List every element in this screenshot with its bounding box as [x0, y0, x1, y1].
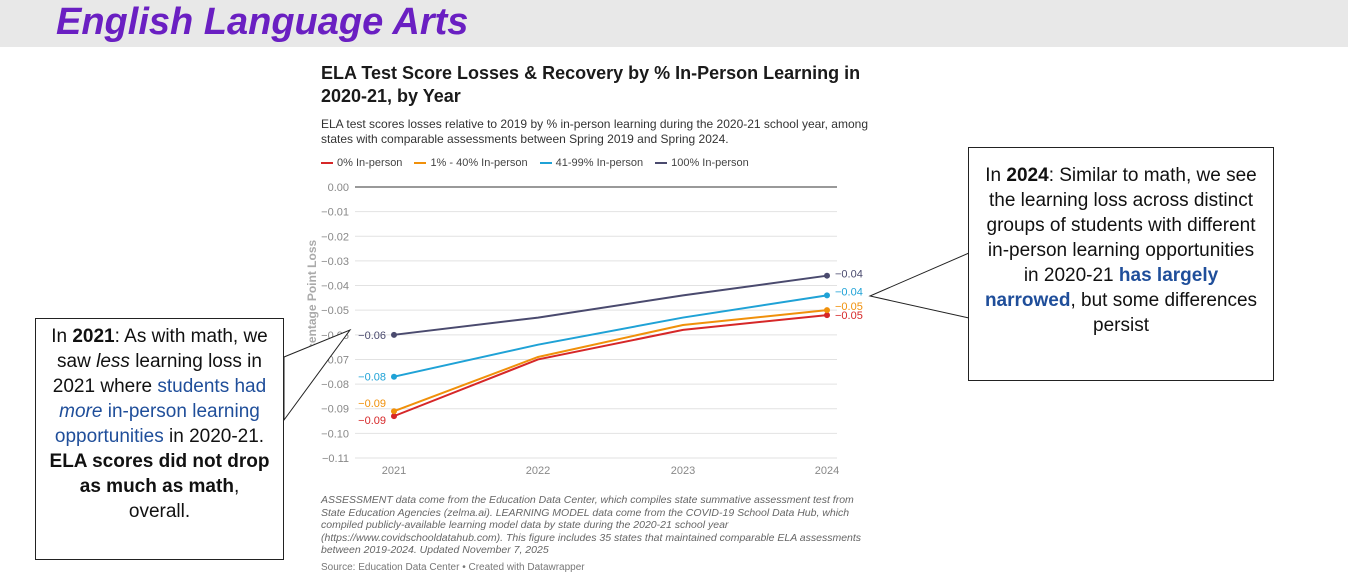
line-chart: Percentage Point Loss 0.00 −0.01 −0.02 −0.03…: [305, 182, 863, 477]
y-tick-label: −0.11: [322, 453, 349, 465]
data-point: [824, 292, 830, 299]
data-label-start: −0.08: [358, 372, 386, 384]
chart-notes: ASSESSMENT data come from the Education …: [321, 494, 862, 557]
y-tick-label: −0.05: [321, 305, 349, 317]
chart-title: ELA Test Score Losses & Recovery by % In…: [321, 63, 861, 106]
data-point: [391, 373, 397, 380]
legend-label: 100% In-person: [671, 157, 749, 169]
data-point: [824, 312, 830, 319]
chart-subtitle: ELA test scores losses relative to 2019 …: [321, 117, 868, 146]
data-point: [824, 272, 830, 279]
y-tick-label: −0.10: [321, 428, 349, 440]
data-label-end: −0.04: [835, 286, 863, 298]
y-tick-label: −0.04: [321, 281, 349, 293]
data-point: [391, 331, 397, 338]
legend-label: 41-99% In-person: [555, 157, 644, 169]
data-label-end: −0.05: [835, 301, 863, 313]
chart-legend: 0% In-person 1% - 40% In-person 41-99% I…: [321, 157, 749, 169]
y-tick-label: −0.09: [321, 404, 349, 416]
data-point: [824, 307, 830, 314]
x-tick-label: 2024: [815, 465, 839, 477]
legend-swatch: [539, 162, 552, 164]
legend-item: 41-99% In-person: [539, 157, 644, 169]
x-tick-label: 2021: [382, 465, 406, 477]
chart-source: Source: Education Data Center • Created …: [321, 562, 585, 573]
legend-item: 100% In-person: [655, 157, 749, 169]
callout-right-pointer: [868, 252, 970, 319]
data-point: [391, 413, 397, 420]
legend-swatch: [414, 162, 427, 164]
legend-swatch: [655, 162, 668, 164]
x-tick-label: 2023: [671, 465, 695, 477]
callout-2024: In 2024: Similar to math, we see the lea…: [968, 147, 1274, 381]
data-label-end: −0.04: [835, 269, 863, 281]
series-line: [393, 294, 828, 378]
data-label-start: −0.09: [358, 398, 386, 410]
series-line: [393, 314, 828, 418]
data-label-start: −0.06: [358, 330, 386, 342]
header-bar: [0, 0, 1348, 47]
data-label-start: −0.09: [358, 415, 386, 427]
y-axis-label: Percentage Point Loss: [305, 239, 319, 369]
x-tick-label: 2022: [526, 465, 550, 477]
data-point: [391, 408, 397, 415]
series-line: [393, 274, 828, 336]
y-tick-label: −0.03: [321, 256, 349, 268]
callout-2021: In 2021: As with math, we saw less learn…: [35, 318, 284, 560]
y-tick-label: −0.08: [321, 379, 349, 391]
legend-label: 0% In-person: [337, 157, 403, 169]
legend-item: 0% In-person: [321, 157, 402, 169]
y-tick-label: −0.07: [321, 354, 349, 366]
legend-label: 1% - 40% In-person: [430, 157, 528, 169]
legend-swatch: [321, 162, 333, 164]
y-tick-label: −0.06: [321, 330, 349, 342]
y-tick-label: −0.02: [321, 231, 349, 243]
slide-title: English Language Arts: [56, 1, 469, 43]
legend-item: 1% - 40% In-person: [414, 157, 528, 169]
series-line: [393, 309, 828, 413]
data-label-end: −0.05: [835, 310, 863, 322]
y-tick-label: 0.00: [328, 182, 349, 194]
y-tick-label: −0.01: [321, 207, 349, 219]
